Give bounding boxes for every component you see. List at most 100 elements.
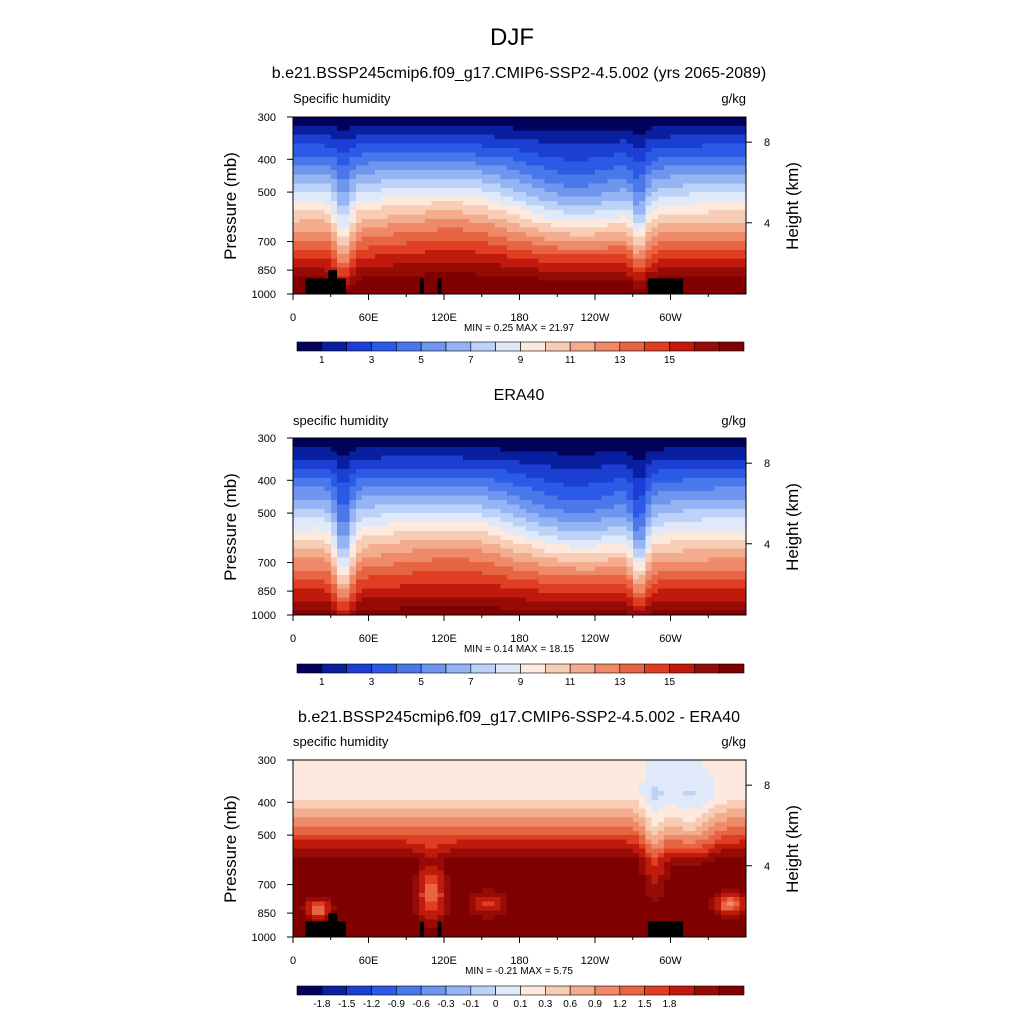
heatmap-cell xyxy=(708,139,716,145)
heatmap-cell xyxy=(739,557,747,563)
heatmap-cell xyxy=(481,468,489,474)
heatmap-cell xyxy=(368,482,376,488)
heatmap-cell xyxy=(456,477,464,483)
heatmap-cell xyxy=(500,170,508,176)
heatmap-cell xyxy=(739,117,747,123)
heatmap-cell xyxy=(450,156,458,162)
heatmap-cell xyxy=(506,517,514,523)
heatmap-cell xyxy=(695,161,703,167)
heatmap-cell xyxy=(494,134,502,140)
heatmap-cell xyxy=(525,276,533,282)
heatmap-cell xyxy=(355,535,363,541)
heatmap-cell xyxy=(337,504,344,510)
heatmap-cell xyxy=(293,223,300,229)
heatmap-cell xyxy=(576,156,584,162)
heatmap-cell xyxy=(450,271,458,277)
heatmap-cell xyxy=(519,495,527,501)
heatmap-cell xyxy=(708,183,716,189)
heatmap-cell xyxy=(362,491,370,497)
heatmap-cell xyxy=(488,289,495,295)
heatmap-cell xyxy=(519,276,527,282)
heatmap-cell xyxy=(324,455,332,461)
heatmap-cell xyxy=(620,455,628,461)
heatmap-cell xyxy=(701,548,709,554)
heatmap-cell xyxy=(299,170,307,176)
heatmap-cell xyxy=(387,161,395,167)
heatmap-cell xyxy=(343,236,351,242)
heatmap-cell xyxy=(437,121,445,127)
heatmap-cell xyxy=(739,170,747,176)
heatmap-cell xyxy=(519,522,527,528)
heatmap-cell xyxy=(381,143,388,149)
heatmap-cell xyxy=(689,130,697,136)
heatmap-cell xyxy=(475,236,483,242)
heatmap-cell xyxy=(532,139,539,145)
heatmap-cell xyxy=(337,205,344,211)
heatmap-cell xyxy=(632,280,640,286)
heatmap-cell xyxy=(318,178,326,184)
heatmap-cell xyxy=(355,530,363,536)
heatmap-cell xyxy=(469,446,477,452)
heatmap-cell xyxy=(576,526,584,532)
heatmap-cell xyxy=(299,473,307,479)
heatmap-cell xyxy=(305,227,313,233)
heatmap-cell xyxy=(569,539,577,545)
heatmap-cell xyxy=(450,125,458,131)
heatmap-cell xyxy=(632,438,640,444)
heatmap-cell xyxy=(607,499,615,505)
heatmap-cell xyxy=(676,486,684,492)
heatmap-cell xyxy=(588,285,596,291)
heatmap-cell xyxy=(613,236,621,242)
heatmap-cell xyxy=(469,473,477,479)
heatmap-cell xyxy=(607,508,615,514)
heatmap-cell xyxy=(639,201,646,207)
heatmap-cell xyxy=(299,187,307,193)
heatmap-cell xyxy=(632,165,640,171)
heatmap-cell xyxy=(381,152,388,158)
heatmap-cell xyxy=(582,183,590,189)
heatmap-cell xyxy=(399,491,407,497)
heatmap-cell xyxy=(349,130,357,136)
heatmap-cell xyxy=(311,561,319,567)
heatmap-cell xyxy=(733,508,741,514)
heatmap-cell xyxy=(563,187,571,193)
heatmap-cell xyxy=(670,192,678,198)
heatmap-cell xyxy=(620,117,628,123)
heatmap-cell xyxy=(305,267,313,273)
heatmap-cell xyxy=(550,451,558,457)
heatmap-cell xyxy=(657,143,665,149)
heatmap-cell xyxy=(362,232,370,238)
heatmap-cell xyxy=(544,183,552,189)
heatmap-cell xyxy=(538,121,546,127)
heatmap-cell xyxy=(576,254,584,260)
heatmap-cell xyxy=(588,557,596,563)
heatmap-cell xyxy=(318,201,326,207)
heatmap-cell xyxy=(670,161,678,167)
heatmap-cell xyxy=(683,513,690,519)
heatmap-cell xyxy=(670,218,678,224)
heatmap-cell xyxy=(500,254,508,260)
heatmap-cell xyxy=(381,209,388,215)
heatmap-cell xyxy=(727,205,735,211)
heatmap-cell xyxy=(708,156,716,162)
heatmap-cell xyxy=(676,187,684,193)
heatmap-cell xyxy=(456,258,464,264)
heatmap-cell xyxy=(576,499,584,505)
heatmap-cell xyxy=(500,147,508,153)
heatmap-cell xyxy=(425,530,433,536)
heatmap-cell xyxy=(362,218,370,224)
heatmap-cell xyxy=(500,232,508,238)
heatmap-cell xyxy=(651,249,659,255)
heatmap-cell xyxy=(708,117,716,123)
heatmap-cell xyxy=(481,240,489,246)
heatmap-cell xyxy=(488,517,495,523)
heatmap-cell xyxy=(500,183,508,189)
heatmap-cell xyxy=(720,477,728,483)
heatmap-cell xyxy=(437,240,445,246)
heatmap-cell xyxy=(500,442,508,448)
heatmap-cell xyxy=(355,125,363,131)
heatmap-cell xyxy=(513,218,521,224)
heatmap-cell xyxy=(708,236,716,242)
heatmap-cell xyxy=(689,232,697,238)
heatmap-cell xyxy=(657,513,665,519)
